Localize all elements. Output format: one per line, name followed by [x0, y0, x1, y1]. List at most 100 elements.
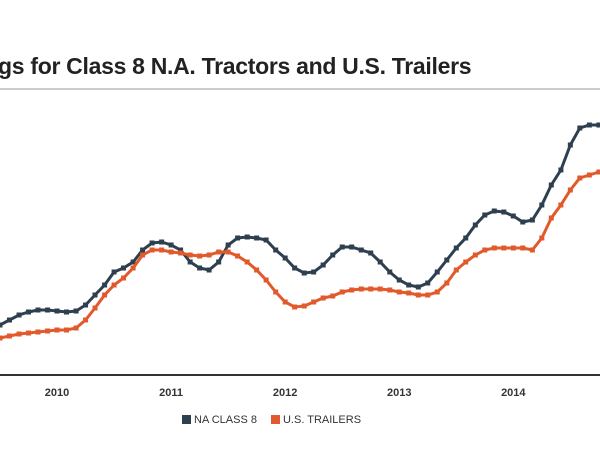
point — [501, 245, 507, 251]
point — [83, 302, 89, 308]
point — [558, 167, 564, 173]
point — [168, 242, 174, 248]
point — [358, 286, 364, 292]
point — [64, 327, 70, 333]
point — [159, 247, 165, 253]
point — [206, 252, 212, 258]
point — [529, 247, 535, 253]
point — [54, 308, 60, 314]
point — [387, 287, 393, 293]
point — [320, 295, 326, 301]
point — [311, 269, 317, 275]
point — [425, 292, 431, 298]
point — [472, 222, 478, 228]
point — [368, 250, 374, 256]
point — [130, 259, 136, 265]
point — [330, 252, 336, 258]
point — [434, 269, 440, 275]
point — [339, 289, 345, 295]
point — [453, 267, 459, 273]
point — [501, 209, 507, 215]
point — [187, 252, 193, 258]
point — [178, 247, 184, 253]
point — [111, 282, 117, 288]
point — [377, 259, 383, 265]
point — [349, 244, 355, 250]
point — [368, 286, 374, 292]
point — [216, 249, 222, 255]
series-line — [0, 170, 600, 340]
point — [396, 277, 402, 283]
point — [444, 257, 450, 263]
legend-label: U.S. TRAILERS — [283, 414, 361, 426]
point — [254, 267, 260, 273]
point — [140, 247, 146, 253]
point — [472, 252, 478, 258]
point — [577, 125, 583, 131]
point — [73, 325, 79, 331]
point — [0, 335, 3, 341]
point — [140, 252, 146, 258]
point — [444, 280, 450, 286]
point — [273, 247, 279, 253]
x-tick-label: 2012 — [273, 387, 297, 399]
point — [102, 292, 108, 298]
x-tick-label: 2014 — [501, 387, 526, 399]
point — [244, 234, 250, 240]
point — [510, 213, 516, 219]
point — [26, 309, 32, 315]
point — [320, 262, 326, 268]
point — [453, 245, 459, 251]
point — [491, 245, 497, 251]
point — [206, 267, 212, 273]
point — [73, 308, 79, 314]
point — [415, 284, 421, 290]
point — [482, 212, 488, 218]
x-tick-label: 2013 — [387, 387, 411, 399]
point — [577, 175, 583, 181]
point — [425, 280, 431, 286]
point — [225, 249, 231, 255]
point — [586, 122, 592, 128]
point — [35, 307, 41, 313]
point — [520, 245, 526, 251]
point — [520, 219, 526, 225]
point — [548, 215, 554, 221]
point — [387, 269, 393, 275]
point — [6, 333, 12, 339]
chart-title: gs for Class 8 N.A. Tractors and U.S. Tr… — [0, 53, 471, 79]
point — [311, 299, 317, 305]
point — [491, 208, 497, 214]
point — [92, 292, 98, 298]
point — [121, 275, 127, 281]
point — [567, 142, 573, 148]
point — [0, 322, 3, 328]
point — [187, 259, 193, 265]
point — [529, 217, 535, 223]
point — [111, 269, 117, 275]
point — [149, 247, 155, 253]
point — [64, 309, 70, 315]
point — [16, 331, 22, 337]
point — [54, 327, 60, 333]
point — [415, 292, 421, 298]
point — [406, 290, 412, 296]
point — [216, 259, 222, 265]
point — [330, 293, 336, 299]
point — [235, 253, 241, 259]
x-tick-label: 2010 — [45, 387, 69, 399]
point — [6, 317, 12, 323]
x-tick-label: 2011 — [159, 387, 183, 399]
point — [244, 259, 250, 265]
point — [539, 202, 545, 208]
point — [197, 265, 203, 271]
point — [596, 122, 600, 128]
point — [567, 187, 573, 193]
point — [539, 235, 545, 241]
point — [558, 202, 564, 208]
point — [235, 235, 241, 241]
point — [358, 247, 364, 253]
point — [121, 265, 127, 271]
point — [596, 169, 600, 175]
